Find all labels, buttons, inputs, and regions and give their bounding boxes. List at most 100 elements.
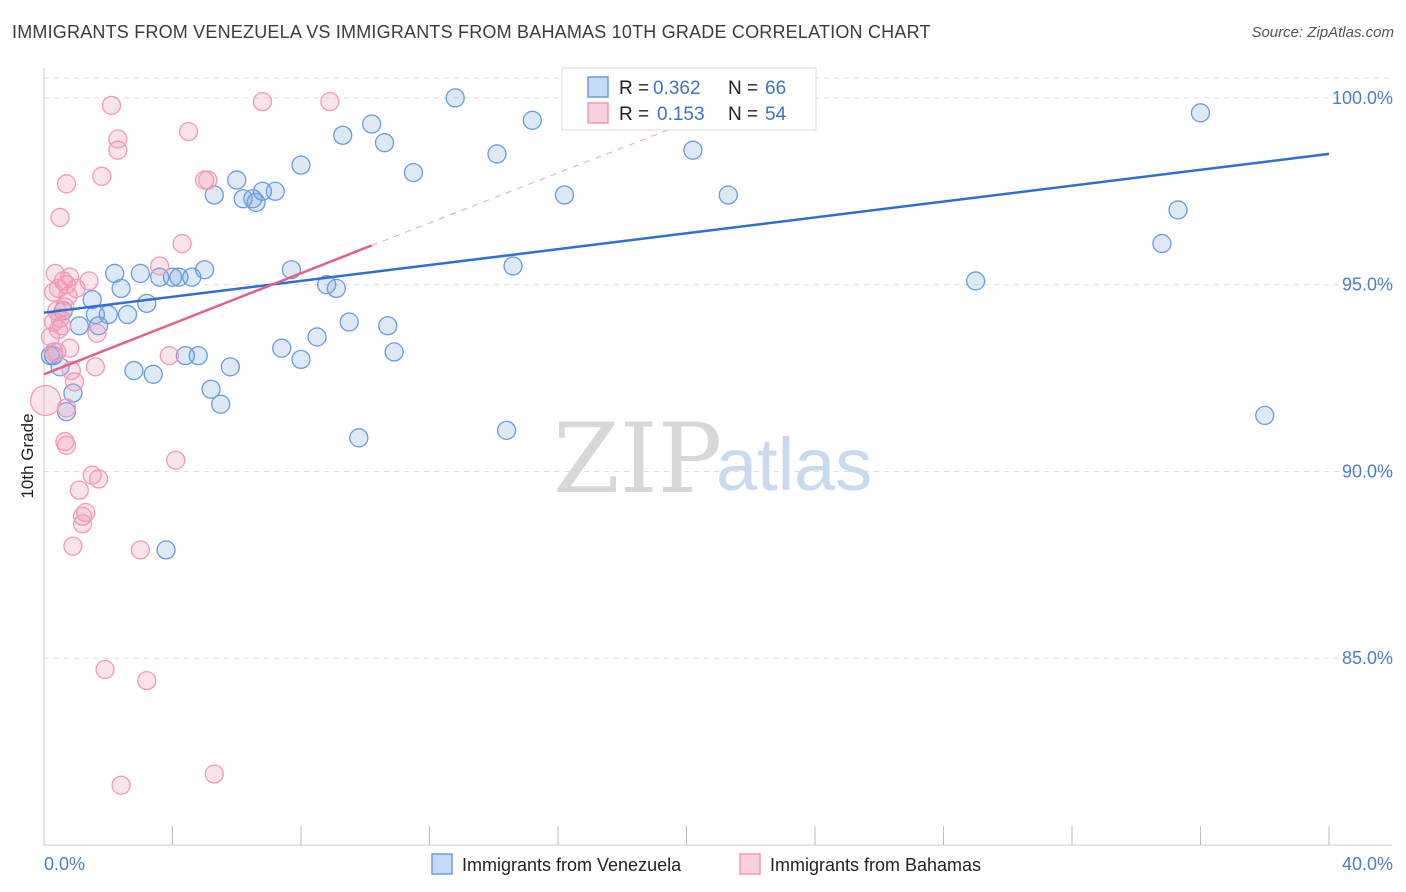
bahamas-point-25 bbox=[72, 514, 93, 534]
venezuela-point-44 bbox=[349, 428, 369, 448]
bahamas-point-33 bbox=[56, 174, 77, 194]
venezuela-point-12 bbox=[117, 304, 138, 325]
venezuela-point-15 bbox=[137, 293, 157, 313]
bahamas-point-48 bbox=[252, 91, 273, 112]
bahamas-point-53 bbox=[48, 319, 69, 340]
venezuela-point-58 bbox=[718, 185, 738, 205]
venezuela-point-41 bbox=[326, 278, 346, 299]
venezuela-point-63 bbox=[1190, 103, 1211, 123]
venezuela-point-39 bbox=[307, 327, 327, 347]
y-tick-label-1: 95.0% bbox=[1342, 275, 1393, 295]
venezuela-point-32 bbox=[246, 192, 266, 213]
y-axis-title: 10th Grade bbox=[18, 413, 37, 498]
venezuela-point-53 bbox=[503, 256, 523, 276]
stats-bahamas-r-value: 0.153 bbox=[657, 104, 705, 125]
watermark-atlas: atlas bbox=[716, 423, 872, 506]
venezuela-point-40 bbox=[317, 275, 337, 295]
bahamas-point-30 bbox=[88, 469, 109, 489]
stats-swatch-venezuela bbox=[587, 76, 609, 98]
venezuela-point-38 bbox=[291, 349, 311, 370]
bahamas-point-37 bbox=[111, 775, 131, 795]
venezuela-point-62 bbox=[1168, 200, 1188, 220]
bahamas-point-29 bbox=[87, 323, 107, 343]
bahamas-point-0 bbox=[29, 384, 62, 417]
bahamas-point-43 bbox=[172, 233, 192, 254]
venezuela-point-37 bbox=[291, 155, 311, 175]
bahamas-point-26 bbox=[76, 502, 96, 523]
bahamas-point-44 bbox=[178, 121, 199, 142]
bahamas-point-42 bbox=[166, 450, 186, 470]
stats-venezuela-n-value: 66 bbox=[765, 78, 786, 99]
y-tick-label-0: 100.0% bbox=[1332, 88, 1393, 108]
watermark: ZIP atlas bbox=[553, 403, 872, 515]
venezuela-point-52 bbox=[496, 420, 517, 441]
bahamas-point-51 bbox=[79, 271, 99, 291]
stats-swatch-bahamas bbox=[587, 102, 609, 124]
stats-bahamas-n-label: N = bbox=[728, 104, 758, 125]
venezuela-point-16 bbox=[143, 364, 163, 384]
venezuela-point-34 bbox=[265, 181, 285, 201]
legend-label-bahamas[interactable]: Immigrants from Bahamas bbox=[770, 855, 981, 875]
bahamas-point-38 bbox=[130, 540, 151, 560]
venezuela-point-57 bbox=[683, 140, 703, 160]
venezuela-point-60 bbox=[965, 271, 986, 291]
venezuela-point-61 bbox=[1152, 233, 1172, 254]
venezuela-point-5 bbox=[69, 316, 89, 336]
venezuela-point-43 bbox=[339, 312, 359, 332]
legend-swatch-venezuela[interactable] bbox=[431, 853, 453, 875]
venezuela-point-19 bbox=[162, 267, 183, 287]
venezuela-point-45 bbox=[362, 114, 382, 134]
venezuela-point-25 bbox=[201, 379, 221, 399]
stats-venezuela-n-label: N = bbox=[728, 78, 758, 99]
venezuela-point-31 bbox=[243, 189, 263, 209]
stats-bahamas-r-label: R = bbox=[619, 104, 649, 125]
venezuela-point-28 bbox=[220, 357, 240, 377]
grid-layer bbox=[44, 77, 1392, 659]
venezuela-point-54 bbox=[522, 110, 542, 130]
bahamas-point-34 bbox=[101, 95, 122, 116]
venezuela-point-27 bbox=[211, 394, 231, 414]
bahamas-point-47 bbox=[204, 764, 224, 784]
bahamas-point-21 bbox=[63, 536, 83, 556]
bahamas-point-31 bbox=[92, 166, 112, 186]
bahamas-point-46 bbox=[198, 170, 218, 190]
bahamas-trend-extension bbox=[371, 116, 703, 246]
bahamas-point-23 bbox=[69, 480, 89, 500]
legend-label-venezuela[interactable]: Immigrants from Venezuela bbox=[462, 855, 682, 875]
stats-box: R = 0.362 N = 66 R = 0.153 N = 54 bbox=[561, 67, 817, 131]
stats-venezuela-r-label: R = bbox=[619, 78, 649, 99]
bahamas-point-13 bbox=[58, 286, 78, 306]
source-label: Source: ZipAtlas.com bbox=[1251, 24, 1394, 41]
venezuela-point-29 bbox=[227, 170, 247, 190]
bahamas-point-18 bbox=[55, 431, 75, 452]
venezuela-point-49 bbox=[403, 162, 424, 183]
venezuela-point-18 bbox=[156, 540, 176, 560]
bahamas-point-16 bbox=[47, 342, 67, 362]
stats-venezuela-r-value: 0.362 bbox=[653, 78, 701, 99]
bahamas-trend-line bbox=[43, 244, 373, 376]
venezuela-point-6 bbox=[82, 289, 102, 310]
venezuela-point-14 bbox=[130, 263, 151, 284]
trend-lines bbox=[43, 116, 1330, 376]
venezuela-point-50 bbox=[445, 88, 465, 108]
x-tick-label-0: 0.0% bbox=[44, 854, 85, 874]
legend-swatch-bahamas[interactable] bbox=[739, 853, 761, 875]
venezuela-point-11 bbox=[111, 278, 131, 299]
bahamas-point-52 bbox=[50, 207, 70, 228]
bahamas-point-20 bbox=[60, 267, 80, 287]
bahamas-point-22 bbox=[64, 372, 85, 392]
watermark-zip: ZIP bbox=[553, 403, 722, 515]
bahamas-point-9 bbox=[52, 316, 72, 336]
bahamas-point-32 bbox=[95, 659, 115, 680]
y-tick-labels: 100.0% 95.0% 90.0% 85.0% bbox=[1332, 88, 1393, 668]
bahamas-point-39 bbox=[137, 670, 157, 691]
bahamas-point-40 bbox=[149, 256, 170, 276]
venezuela-point-23 bbox=[188, 345, 208, 366]
venezuela-trend-line bbox=[43, 152, 1330, 314]
venezuela-point-42 bbox=[333, 125, 353, 145]
bahamas-point-24 bbox=[72, 506, 93, 526]
venezuela-point-24 bbox=[194, 260, 215, 280]
bahamas-point-49 bbox=[320, 91, 340, 112]
venezuela-point-47 bbox=[378, 316, 398, 336]
